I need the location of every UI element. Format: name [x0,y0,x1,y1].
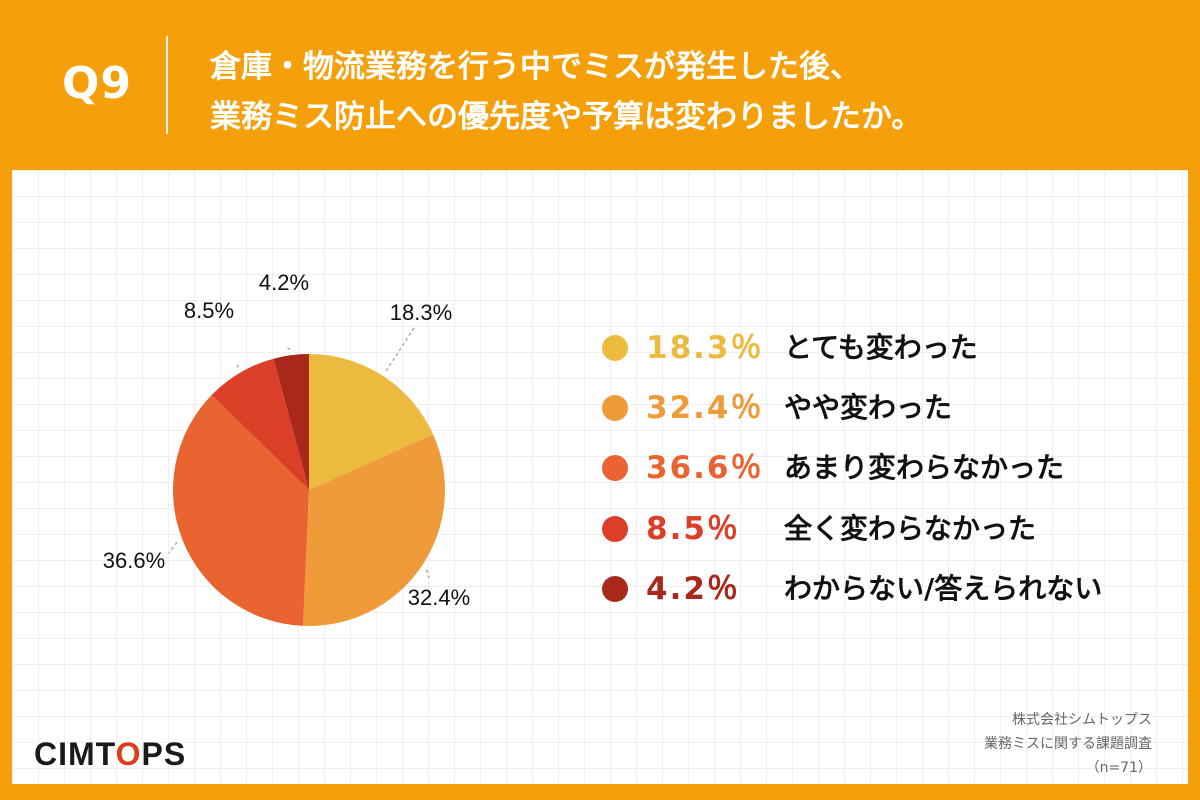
legend-value-2: 32.4％ [646,390,764,426]
legend-label-2: やや変わった [784,391,953,424]
question-line-1: 倉庫・物流業務を行う中でミスが発生した後、 [210,49,861,85]
leader-line-2 [425,569,430,579]
legend-item-1: 18.3％ とても変わった [600,328,1160,368]
leader-line-5 [286,347,291,350]
question-line-2: 業務ミス防止への優先度や予算は変わりましたか。 [210,99,923,135]
legend-label-4: 全く変わらなかった [784,512,1037,545]
credit-company: 株式会社シムトップス [1012,712,1152,728]
data-label-1: 18.3% [390,300,452,325]
legend-label-3: あまり変わらなかった [784,451,1065,484]
header-bar: Q9 倉庫・物流業務を行う中でミスが発生した後、 業務ミス防止への優先度や予算は… [0,0,1200,170]
legend-dot-3 [602,455,628,481]
pie-slice-4 [211,358,309,490]
data-label-2: 32.4% [408,585,470,610]
legend-item-3: 36.6％ あまり変わらなかった [600,448,1160,488]
header-divider [166,36,168,134]
question-number: Q9 [62,58,133,109]
leader-line-3 [168,541,178,554]
legend-dot-2 [602,395,628,421]
pie-slice-1 [309,354,434,490]
legend-dot-5 [602,576,628,602]
legend-value-5: 4.2％ [646,571,740,607]
logo-text-start: CIMT [34,736,116,772]
legend-label-1: とても変わった [784,331,978,364]
leader-line-4 [236,362,240,368]
legend-value-4: 8.5％ [646,511,740,547]
legend-item-4: 8.5％ 全く変わらなかった [600,509,1160,549]
data-label-3: 36.6% [103,548,165,573]
pie-slice-3 [173,395,309,626]
legend-dot-1 [602,335,628,361]
pie-slice-2 [303,434,445,626]
logo-o-mark: O [115,736,142,772]
leader-line-1 [385,327,415,372]
legend-dot-4 [602,516,628,542]
pie-slice-5 [273,354,309,490]
credit-survey: 業務ミスに関する課題調査 [984,736,1152,752]
source-credit: 株式会社シムトップス 業務ミスに関する課題調査 （n=71） [984,708,1152,780]
data-label-4: 8.5% [184,298,234,323]
legend-value-3: 36.6％ [646,450,764,486]
legend-item-5: 4.2％ わからない/答えられない [600,569,1160,609]
credit-sample-size: （n=71） [1085,760,1152,776]
question-text: 倉庫・物流業務を行う中でミスが発生した後、 業務ミス防止への優先度や予算は変わり… [210,42,1170,142]
logo-text-end: PS [141,736,187,772]
legend-item-2: 32.4％ やや変わった [600,388,1160,428]
legend-label-5: わからない/答えられない [784,572,1103,605]
cimtops-logo: CIMTOPS [34,736,186,773]
legend-value-1: 18.3％ [646,330,764,366]
data-label-5: 4.2% [259,270,309,295]
